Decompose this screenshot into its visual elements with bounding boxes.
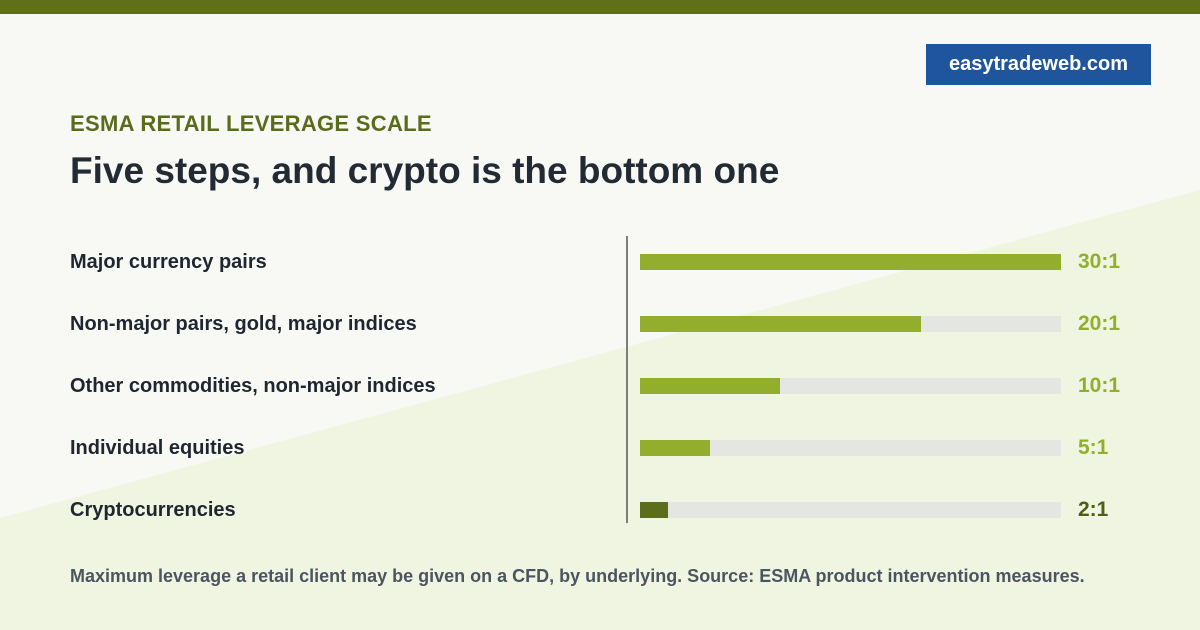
brand-badge[interactable]: easytradeweb.com xyxy=(926,44,1151,85)
bar-value-label: 5:1 xyxy=(1078,436,1109,459)
bar xyxy=(640,254,1061,270)
bar-label: Individual equities xyxy=(70,437,245,459)
chart-divider xyxy=(626,236,628,523)
bar-label: Other commodities, non-major indices xyxy=(70,375,436,397)
top-accent-bar xyxy=(0,0,1200,14)
bar-track xyxy=(640,254,1061,270)
bar-label: Major currency pairs xyxy=(70,251,267,273)
bar-label: Non-major pairs, gold, major indices xyxy=(70,313,417,335)
chart-title: Five steps, and crypto is the bottom one xyxy=(70,150,780,191)
bar-value-label: 20:1 xyxy=(1078,312,1121,335)
chart-footnote: Maximum leverage a retail client may be … xyxy=(70,566,1085,586)
bar xyxy=(640,378,781,394)
bar-value-label: 10:1 xyxy=(1078,374,1121,397)
bar-value-label: 2:1 xyxy=(1078,498,1109,521)
bar-label: Cryptocurrencies xyxy=(70,499,236,521)
bar-value-label: 30:1 xyxy=(1078,250,1121,273)
bar-track xyxy=(640,316,1061,332)
bar xyxy=(640,502,669,518)
bar-track xyxy=(640,378,1061,394)
bar-track xyxy=(640,502,1061,518)
bar xyxy=(640,316,921,332)
bar xyxy=(640,440,711,456)
chart-kicker: ESMA RETAIL LEVERAGE SCALE xyxy=(70,111,432,136)
bar-track xyxy=(640,440,1061,456)
